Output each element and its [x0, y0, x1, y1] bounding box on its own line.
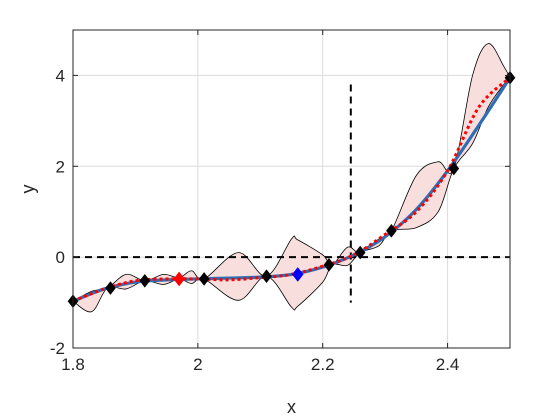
axis-ticks: 1.8 2 2.2 2.4 -2 0 2 4: [50, 30, 510, 374]
sample-point: [105, 281, 116, 295]
y-tick-label: -2: [50, 339, 65, 358]
sample-point: [386, 223, 397, 238]
plot-frame: [72, 29, 511, 349]
reference-lines: [73, 84, 510, 303]
y-tick-label: 0: [56, 248, 65, 267]
sample-point: [354, 245, 366, 260]
prediction-mean-line: [72, 76, 512, 303]
x-tick-label: 2.2: [311, 355, 335, 374]
sample-point: [198, 272, 210, 286]
x-axis-label: x: [287, 397, 296, 417]
sample-point: [261, 269, 272, 284]
sample-point: [139, 273, 151, 288]
y-tick-label: 4: [56, 66, 65, 85]
highlighted-point-red: [173, 271, 185, 287]
x-tick-label: 1.8: [61, 355, 85, 374]
x-tick-label: 2: [193, 355, 202, 374]
highlighted-point-blue: [292, 267, 304, 282]
x-tick-label: 2.4: [436, 355, 460, 374]
sample-point: [323, 258, 335, 272]
sample-point: [448, 161, 460, 176]
y-axis-label: y: [18, 185, 38, 194]
y-tick-label: 2: [56, 157, 65, 176]
